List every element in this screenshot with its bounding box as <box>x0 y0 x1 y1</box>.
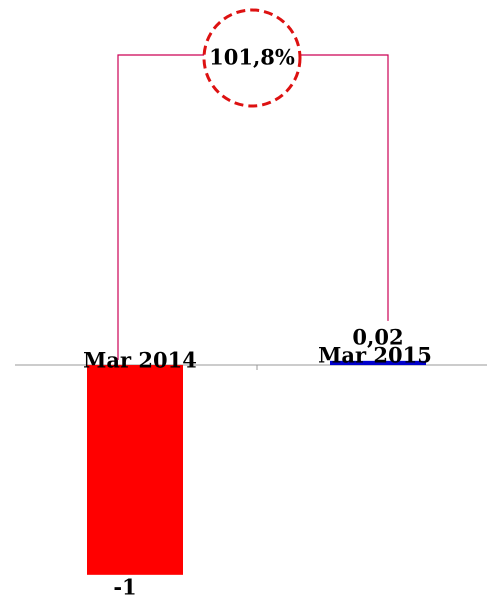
x-tick-label: Mar 2015 <box>318 343 432 368</box>
annotation-circle <box>202 8 302 108</box>
bar <box>330 360 426 366</box>
x-tick-label: Mar 2014 <box>83 348 197 373</box>
value-label: 0,02 <box>352 324 403 349</box>
value-label: -1 <box>113 574 136 599</box>
annotation: 101,8% <box>209 45 295 70</box>
bar <box>87 365 183 575</box>
